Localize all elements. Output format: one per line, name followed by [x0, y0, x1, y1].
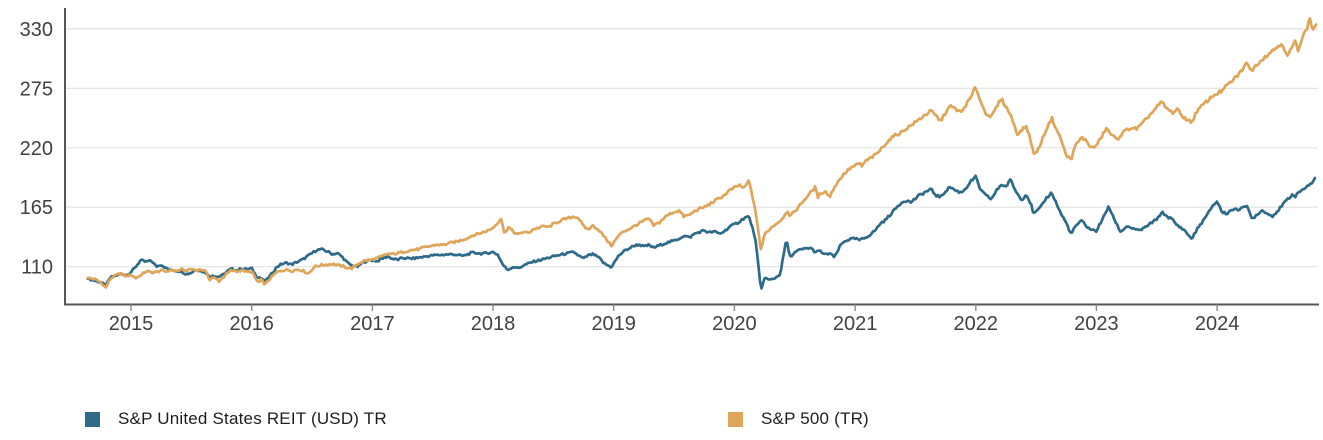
legend-label-reit: S&P United States REIT (USD) TR [118, 409, 387, 428]
series-line-sp500 [86, 17, 1318, 289]
x-tick-label: 2018 [471, 313, 516, 335]
series-line-reit [86, 174, 1317, 290]
x-tick-label: 2019 [591, 313, 636, 335]
legend-swatch-sp500 [728, 411, 743, 427]
legend-label-sp500: S&P 500 (TR) [761, 409, 869, 428]
legend-item-sp500: S&P 500 (TR) [728, 409, 869, 428]
x-tick-label: 2016 [229, 313, 274, 335]
x-tick-label: 2020 [712, 313, 757, 335]
legend-item-reit: S&P United States REIT (USD) TR [85, 409, 387, 428]
x-tick-label: 2021 [833, 313, 878, 335]
y-tick-label: 330 [20, 19, 53, 41]
x-tick-label: 2022 [954, 313, 999, 335]
y-tick-label: 165 [20, 197, 53, 219]
y-tick-label: 220 [20, 138, 53, 160]
x-tick-label: 2015 [109, 313, 154, 335]
x-tick-label: 2024 [1195, 313, 1240, 335]
y-tick-label: 275 [20, 78, 53, 100]
legend-swatch-reit [85, 411, 100, 427]
x-tick-label: 2017 [350, 313, 395, 335]
x-tick-label: 2023 [1074, 313, 1119, 335]
y-tick-label: 110 [21, 257, 53, 279]
